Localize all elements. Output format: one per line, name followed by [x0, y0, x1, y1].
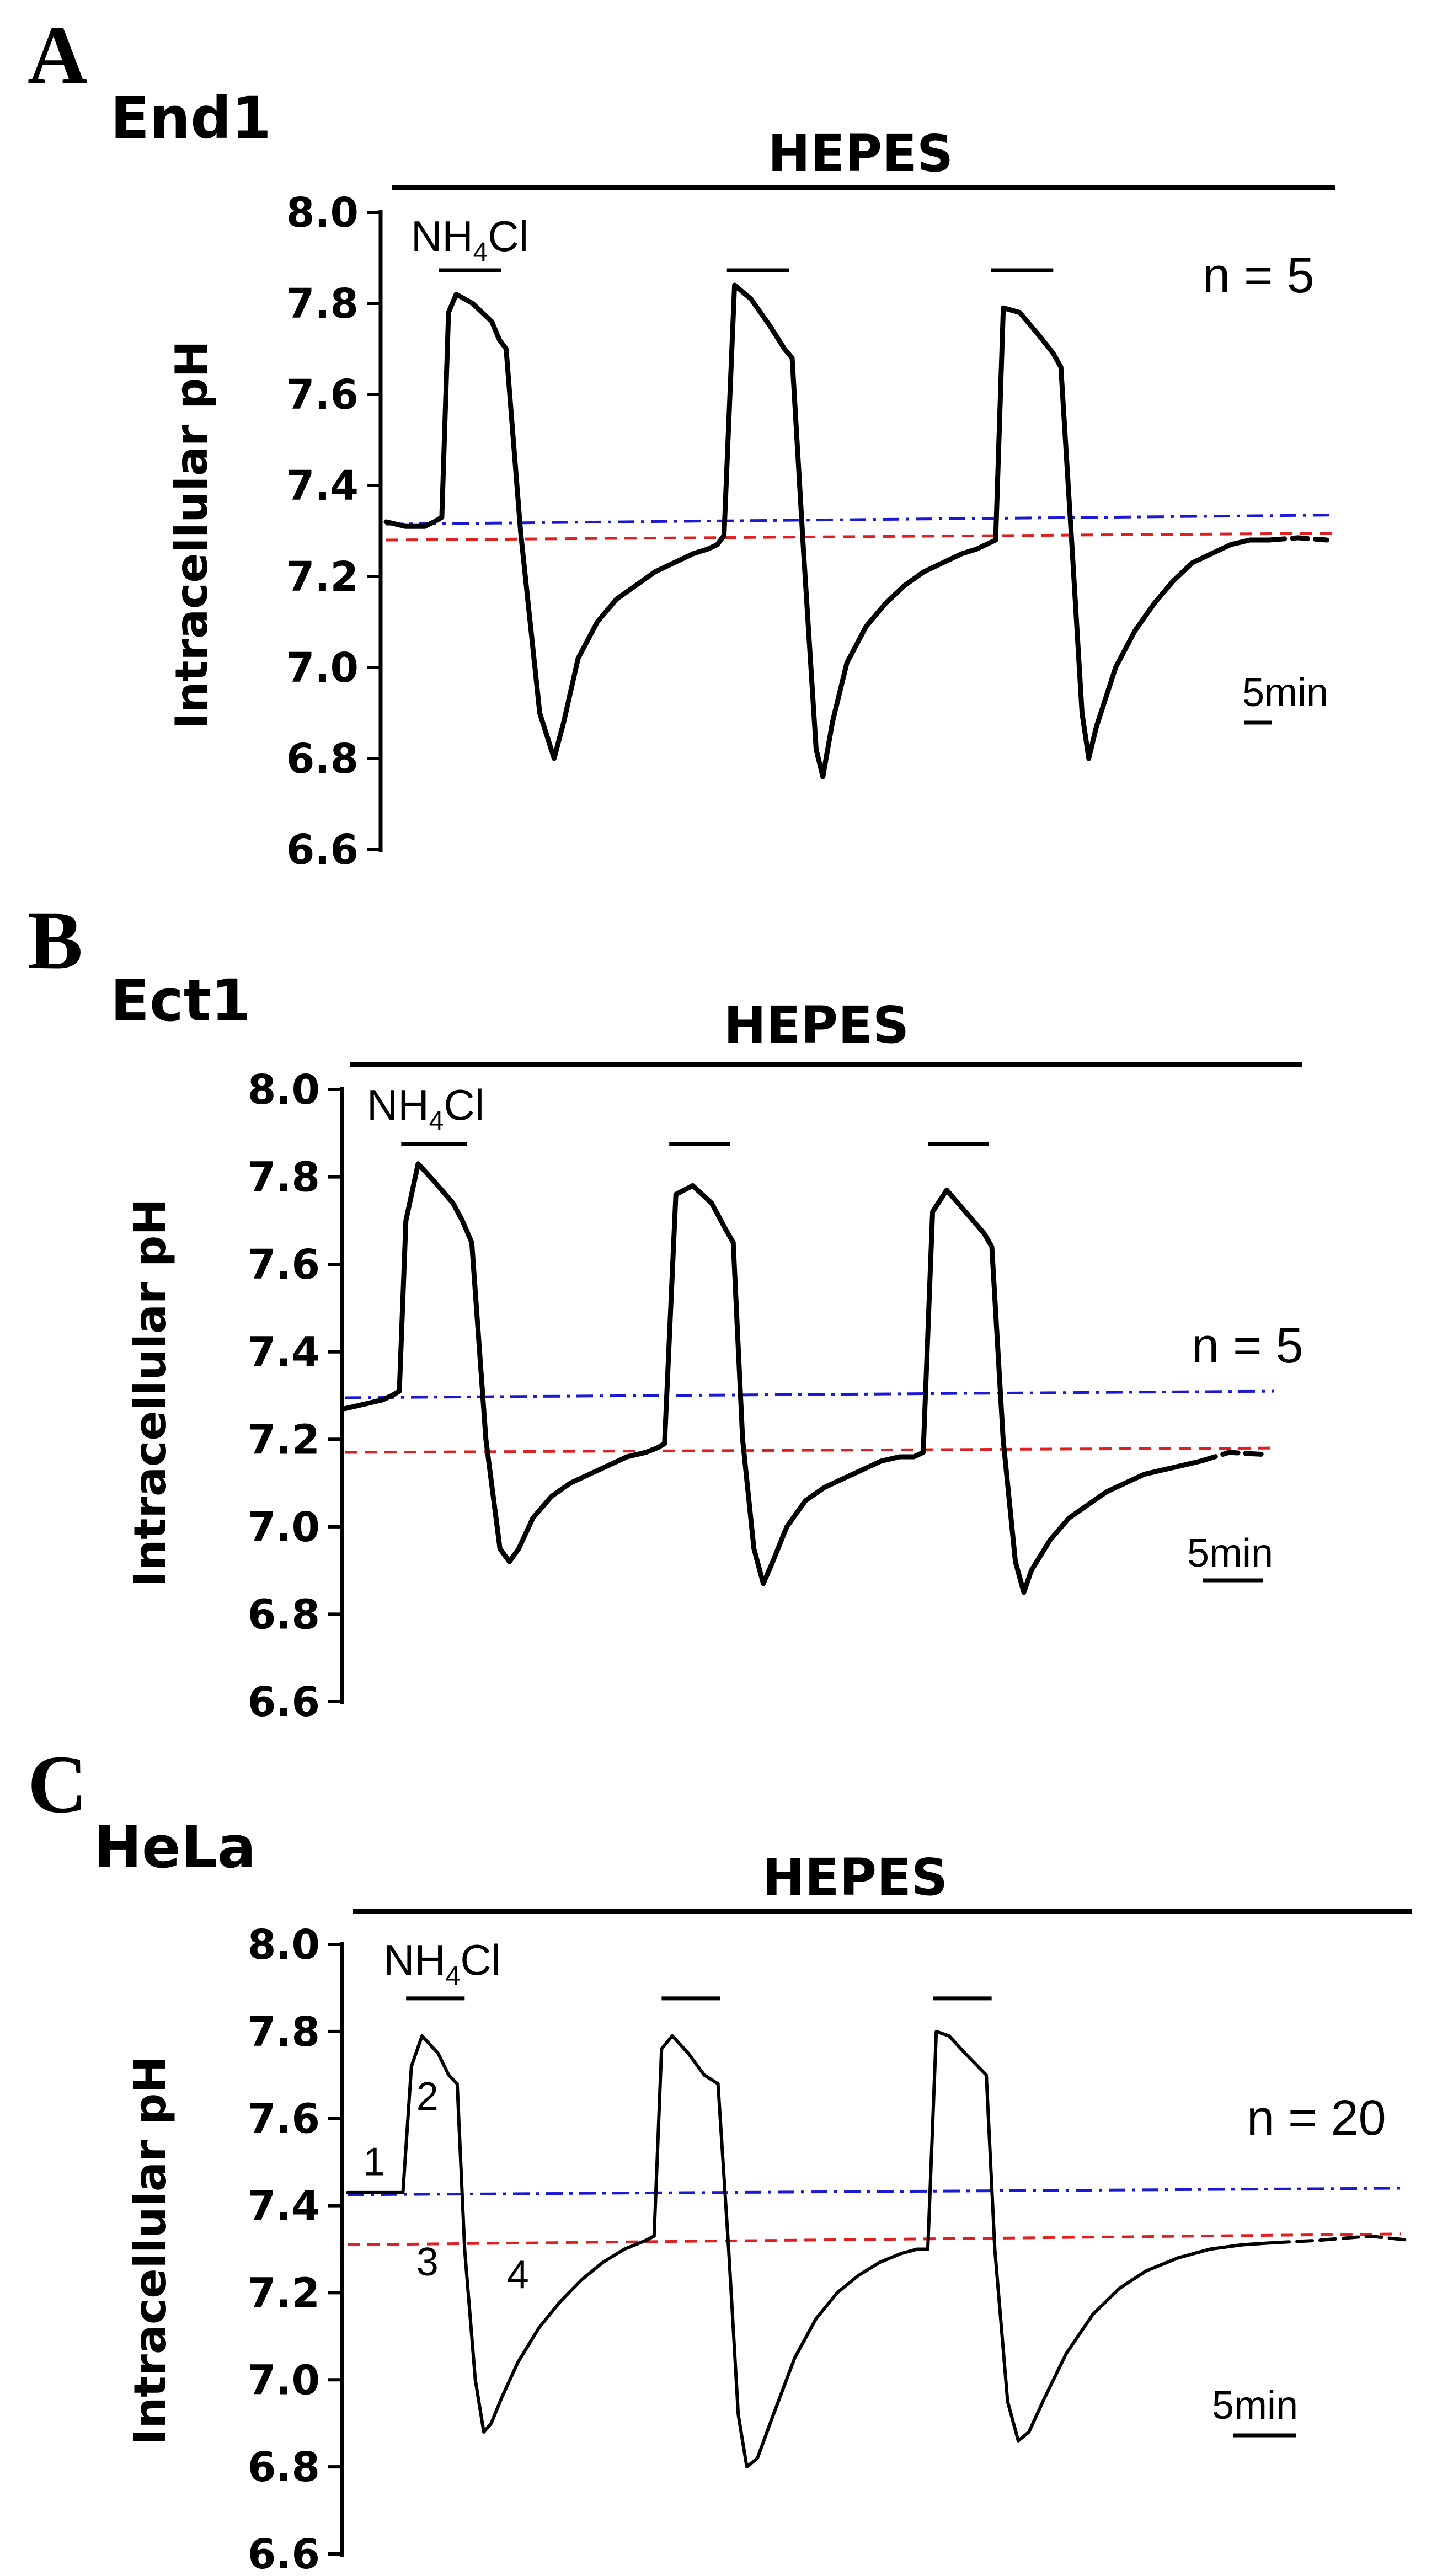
panel-c-scale-bar-label: 5min: [1212, 2383, 1298, 2428]
panel-a-y-tick-label: 8.0: [286, 189, 359, 237]
panel-a-y-tick-label: 6.8: [286, 735, 359, 783]
panel-c-ph-trace: [346, 2029, 1276, 2469]
panel-c-y-tick-label: 7.2: [248, 2269, 320, 2317]
panel-letter-b: B: [28, 895, 83, 986]
panel-c-y-tick-label: 7.6: [248, 2096, 320, 2143]
panel-c-y-tick-label: 6.6: [248, 2531, 320, 2576]
panel-a-y-tick-label: 7.2: [286, 553, 359, 601]
panel-b-nh4cl-label: NH4Cl: [367, 1081, 484, 1136]
panel-a-y-axis-label: Intracellular pH: [166, 341, 217, 730]
panel-c-y-tick-label: 7.4: [248, 2183, 320, 2230]
panel-a-scale-bar-label: 5min: [1242, 671, 1328, 715]
panel-b-y-tick-label: 7.4: [248, 1329, 320, 1376]
panel-a-y-tick-label: 7.6: [286, 371, 359, 419]
panel-letter-c: C: [28, 1739, 87, 1830]
panel-b-y-tick-label: 7.6: [248, 1241, 320, 1289]
panel-c-hepes-label: HEPES: [762, 1848, 948, 1907]
panel-c-y-tick-label: 7.8: [248, 2008, 320, 2056]
panel-a-y-tick-label: 7.0: [286, 644, 359, 692]
panel-a-y-tick-label: 7.4: [286, 462, 359, 510]
panel-a-extrapolated-trace: [1267, 535, 1329, 543]
panel-a-ph-trace: [383, 282, 1272, 779]
panel-b-extrapolated-trace: [1198, 1450, 1269, 1464]
panel-c-baseline-blue: [347, 2187, 1402, 2196]
panel-b-ph-trace: [342, 1161, 1204, 1595]
panel-b-baseline-blue: [344, 1389, 1275, 1399]
panel-b-n-label: n = 5: [1192, 1318, 1304, 1373]
panel-letter-a: A: [28, 9, 87, 101]
panel-c-title: HeLa: [94, 1814, 256, 1881]
panel-a-baseline-red: [386, 532, 1335, 542]
panel-b-baseline-red: [344, 1446, 1275, 1454]
panel-a-hepes-label: HEPES: [768, 124, 953, 183]
panel-b-y-tick-label: 6.8: [248, 1591, 320, 1638]
panel-b-title: Ect1: [110, 967, 251, 1034]
panel-c-phase-label: 1: [363, 2140, 385, 2184]
panel-a-y-tick-label: 6.6: [286, 826, 359, 874]
plot-layer: 8.0 7.8 7.6 7.4 7.2 7.0 6.8 6.6 8.0 7.8 7.6 7.4 7.2 7…: [248, 185, 1414, 2576]
panel-b-y-tick-label: 6.6: [248, 1679, 320, 1726]
panel-b-hepes-label: HEPES: [724, 996, 909, 1055]
panel-b-scale-bar-label: 5min: [1187, 1531, 1273, 1575]
panel-c-extrapolated-trace: [1272, 2234, 1414, 2244]
panel-a-nh4cl-label: NH4Cl: [411, 212, 528, 267]
panel-c-y-tick-label: 7.0: [248, 2356, 320, 2404]
panel-b-y-tick-label: 8.0: [248, 1066, 320, 1114]
panel-b-y-axis-label: Intracellular pH: [125, 1199, 176, 1588]
panel-b-y-tick-label: 7.0: [248, 1504, 320, 1551]
panel-a-n-label: n = 5: [1203, 248, 1315, 303]
panel-c-phase-label: 3: [416, 2240, 439, 2284]
panel-c-y-axis-label: Intracellular pH: [125, 2056, 176, 2445]
panel-c-y-tick-label: 8.0: [248, 1921, 320, 1969]
panel-b-y-tick-label: 7.8: [248, 1154, 320, 1201]
panel-c-n-label: n = 20: [1247, 2091, 1386, 2146]
panel-a-baseline-blue: [386, 514, 1335, 526]
panel-b-y-tick-label: 7.2: [248, 1416, 320, 1463]
panel-c-phase-label: 2: [416, 2075, 439, 2119]
panel-c-nh4cl-label: NH4Cl: [383, 1936, 501, 1991]
panel-c-baseline-red: [347, 2232, 1402, 2247]
panel-c-phase-label: 4: [507, 2253, 529, 2297]
panel-a-title: End1: [110, 84, 271, 152]
panel-c-y-tick-label: 6.8: [248, 2444, 320, 2491]
panel-a-y-tick-label: 7.8: [286, 280, 359, 328]
